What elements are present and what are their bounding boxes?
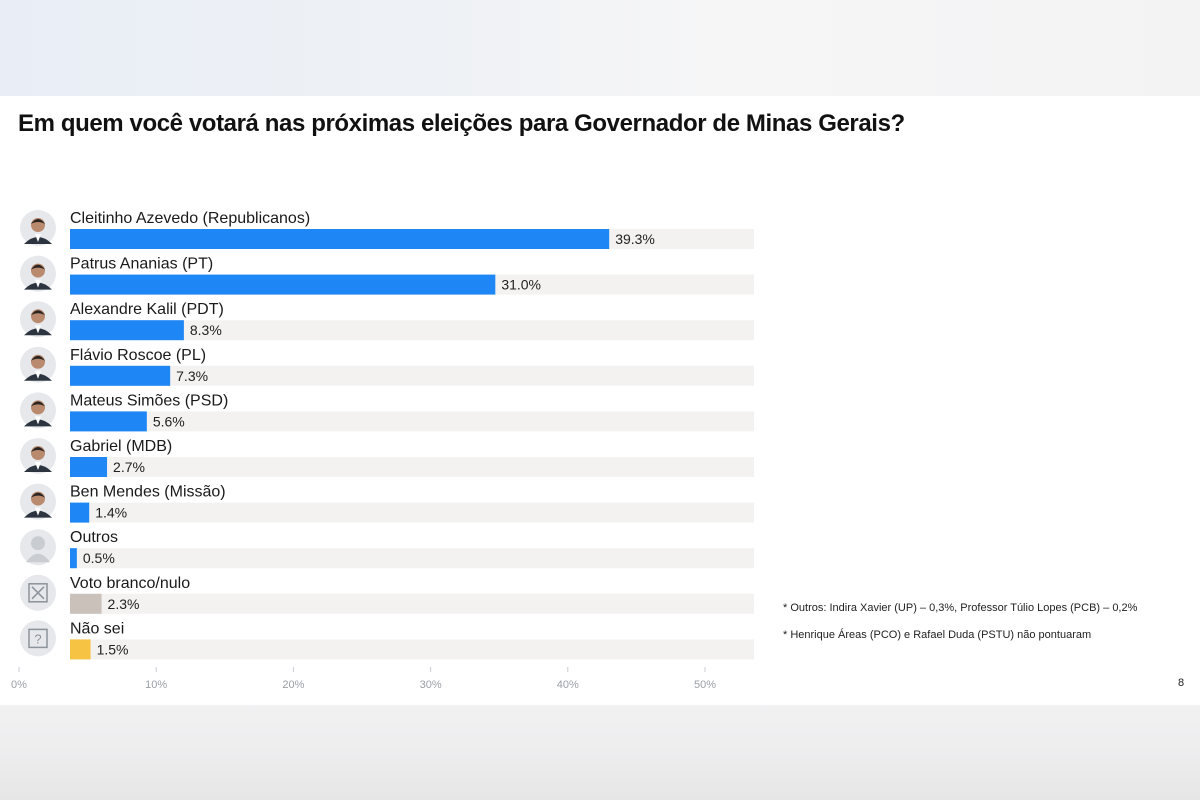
- category-label: Outros: [70, 529, 118, 546]
- bar-row: Ben Mendes (Missão) 1.4%: [20, 483, 754, 523]
- bar-track: [70, 639, 754, 660]
- bar: [70, 548, 77, 569]
- poll-slide: Em quem você votará nas próximas eleiçõe…: [0, 96, 1200, 705]
- person-silhouette-icon: [20, 529, 56, 566]
- tick-label: 30%: [420, 679, 442, 691]
- x-box-icon: [20, 574, 56, 611]
- tick-label: 20%: [282, 679, 304, 691]
- candidate-photo-icon: [20, 483, 56, 520]
- bar-row: Voto branco/nulo 2.3%: [20, 574, 754, 614]
- category-label: Flávio Roscoe (PL): [70, 347, 206, 364]
- bar-row: Outros 0.5%: [20, 529, 754, 569]
- value-label: 7.3%: [176, 368, 208, 384]
- bar: [70, 593, 102, 614]
- tick-label: 40%: [557, 679, 579, 691]
- value-label: 2.3%: [108, 596, 140, 612]
- tick-label: 50%: [694, 679, 716, 691]
- bar-row: ? Não sei 1.5%: [20, 620, 754, 660]
- bar-track: [70, 411, 754, 432]
- category-label: Voto branco/nulo: [70, 575, 190, 592]
- bar-chart: Cleitinho Azevedo (Republicanos) 39.3% Pat…: [11, 210, 754, 691]
- bar-row: Alexandre Kalil (PDT) 8.3%: [20, 301, 754, 341]
- category-label: Mateus Simões (PSD): [70, 392, 228, 409]
- bar-track: [70, 548, 754, 569]
- bar: [70, 411, 147, 432]
- bar: [70, 274, 496, 295]
- background-top: [0, 0, 1200, 96]
- value-label: 31.0%: [501, 277, 541, 293]
- bar-track: [70, 365, 754, 386]
- candidate-photo-icon: [20, 301, 56, 338]
- chart-title: Em quem você votará nas próximas eleiçõe…: [18, 110, 905, 137]
- candidate-photo-icon: [20, 210, 56, 246]
- value-label: 2.7%: [113, 459, 145, 475]
- candidate-photo-icon: [20, 346, 56, 383]
- bar: [70, 320, 184, 341]
- question-box-icon: ?: [20, 620, 56, 657]
- bar: [70, 229, 610, 249]
- bar-row: Patrus Ananias (PT) 31.0%: [20, 255, 754, 295]
- bar: [70, 502, 90, 523]
- bar: [70, 457, 108, 477]
- bar-row: Gabriel (MDB) 2.7%: [20, 438, 754, 477]
- value-label: 39.3%: [615, 231, 655, 247]
- value-label: 5.6%: [153, 413, 185, 429]
- candidate-photo-icon: [20, 438, 56, 474]
- background-bottom: [0, 705, 1200, 800]
- candidate-photo-icon: [20, 255, 56, 292]
- category-label: Não sei: [70, 620, 124, 637]
- bar-track: [70, 502, 754, 523]
- footnote-not-scored: * Henrique Áreas (PCO) e Rafael Duda (PS…: [783, 629, 1092, 641]
- bar-row: Mateus Simões (PSD) 5.6%: [20, 392, 754, 432]
- svg-text:?: ?: [34, 631, 41, 646]
- value-label: 1.5%: [97, 641, 129, 657]
- tick-label: 10%: [145, 679, 167, 691]
- tick-label: 0%: [11, 679, 27, 691]
- category-label: Cleitinho Azevedo (Republicanos): [70, 210, 310, 227]
- bar-track: [70, 593, 754, 614]
- value-label: 0.5%: [83, 550, 115, 566]
- bar: [70, 639, 91, 660]
- page-number: 8: [1178, 677, 1185, 689]
- category-label: Patrus Ananias (PT): [70, 256, 213, 273]
- value-label: 1.4%: [95, 505, 127, 521]
- value-label: 8.3%: [190, 322, 222, 338]
- bar-track: [70, 320, 754, 341]
- candidate-photo-icon: [20, 392, 56, 429]
- bar-row: Cleitinho Azevedo (Republicanos) 39.3%: [20, 210, 754, 249]
- category-label: Ben Mendes (Missão): [70, 484, 226, 501]
- bar-row: Flávio Roscoe (PL) 7.3%: [20, 346, 754, 386]
- category-label: Alexandre Kalil (PDT): [70, 301, 224, 318]
- bar: [70, 365, 171, 386]
- footnote-others: * Outros: Indira Xavier (UP) – 0,3%, Pro…: [783, 602, 1138, 614]
- category-label: Gabriel (MDB): [70, 438, 172, 455]
- bar-track: [70, 457, 754, 477]
